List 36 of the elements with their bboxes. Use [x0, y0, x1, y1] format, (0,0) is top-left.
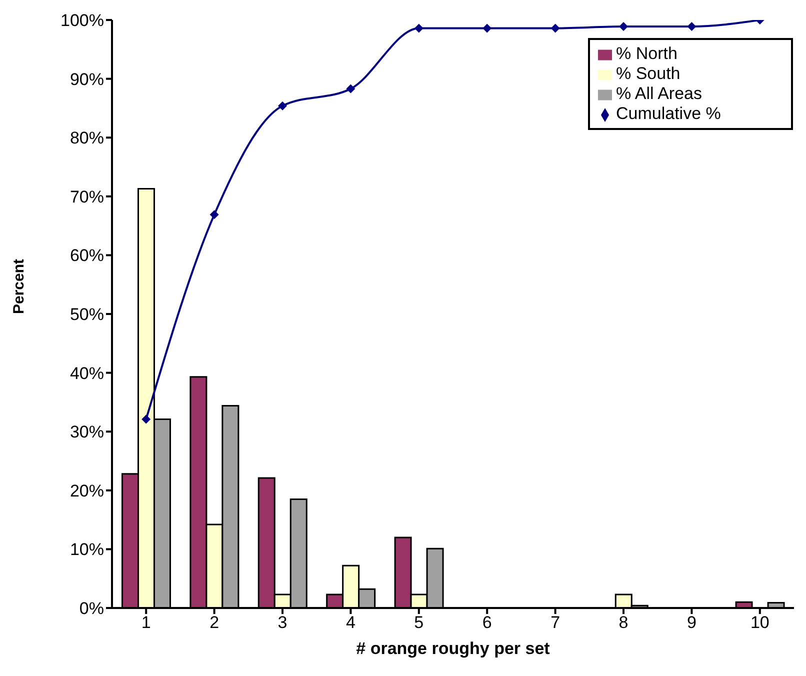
point: [619, 22, 628, 31]
x-tick-label: 6: [482, 613, 492, 632]
legend-label: Cumulative %: [616, 104, 721, 123]
point: [346, 84, 356, 94]
y-tick-label: 100%: [60, 11, 104, 30]
y-tick-label: 0%: [79, 599, 104, 618]
y-tick-label: 90%: [70, 70, 104, 89]
point: [687, 22, 696, 31]
point: [142, 414, 151, 424]
x-tick-label: 2: [210, 613, 220, 632]
y-tick-label: 40%: [70, 364, 104, 383]
x-axis-title: # orange roughy per set: [356, 639, 550, 658]
point: [278, 101, 287, 110]
y-tick-label: 70%: [70, 187, 104, 206]
x-tick-label: 8: [618, 613, 628, 632]
x-tick-label: 7: [550, 613, 560, 632]
x-tick-label: 9: [686, 613, 696, 632]
y-tick-label: 30%: [70, 422, 104, 442]
x-tick-label: 10: [750, 613, 770, 632]
y-tick-label: 20%: [70, 481, 104, 500]
legend-label: % All Areas: [616, 84, 702, 103]
y-tick-label: 60%: [70, 246, 104, 266]
point: [414, 24, 424, 33]
point: [210, 210, 219, 220]
x-tick-label: 4: [346, 613, 356, 632]
point: [550, 24, 560, 33]
x-tick-label: 1: [141, 613, 151, 632]
y-tick-label: 80%: [70, 128, 104, 148]
x-tick-label: 5: [414, 613, 424, 632]
legend-label: % North: [616, 44, 678, 63]
y-axis-title: Percent: [10, 258, 28, 314]
y-tick-label: 10%: [70, 540, 104, 560]
y-tick-label: 50%: [70, 305, 104, 324]
legend-label: % South: [616, 64, 680, 83]
x-tick-label: 3: [278, 613, 288, 632]
point: [482, 24, 492, 33]
